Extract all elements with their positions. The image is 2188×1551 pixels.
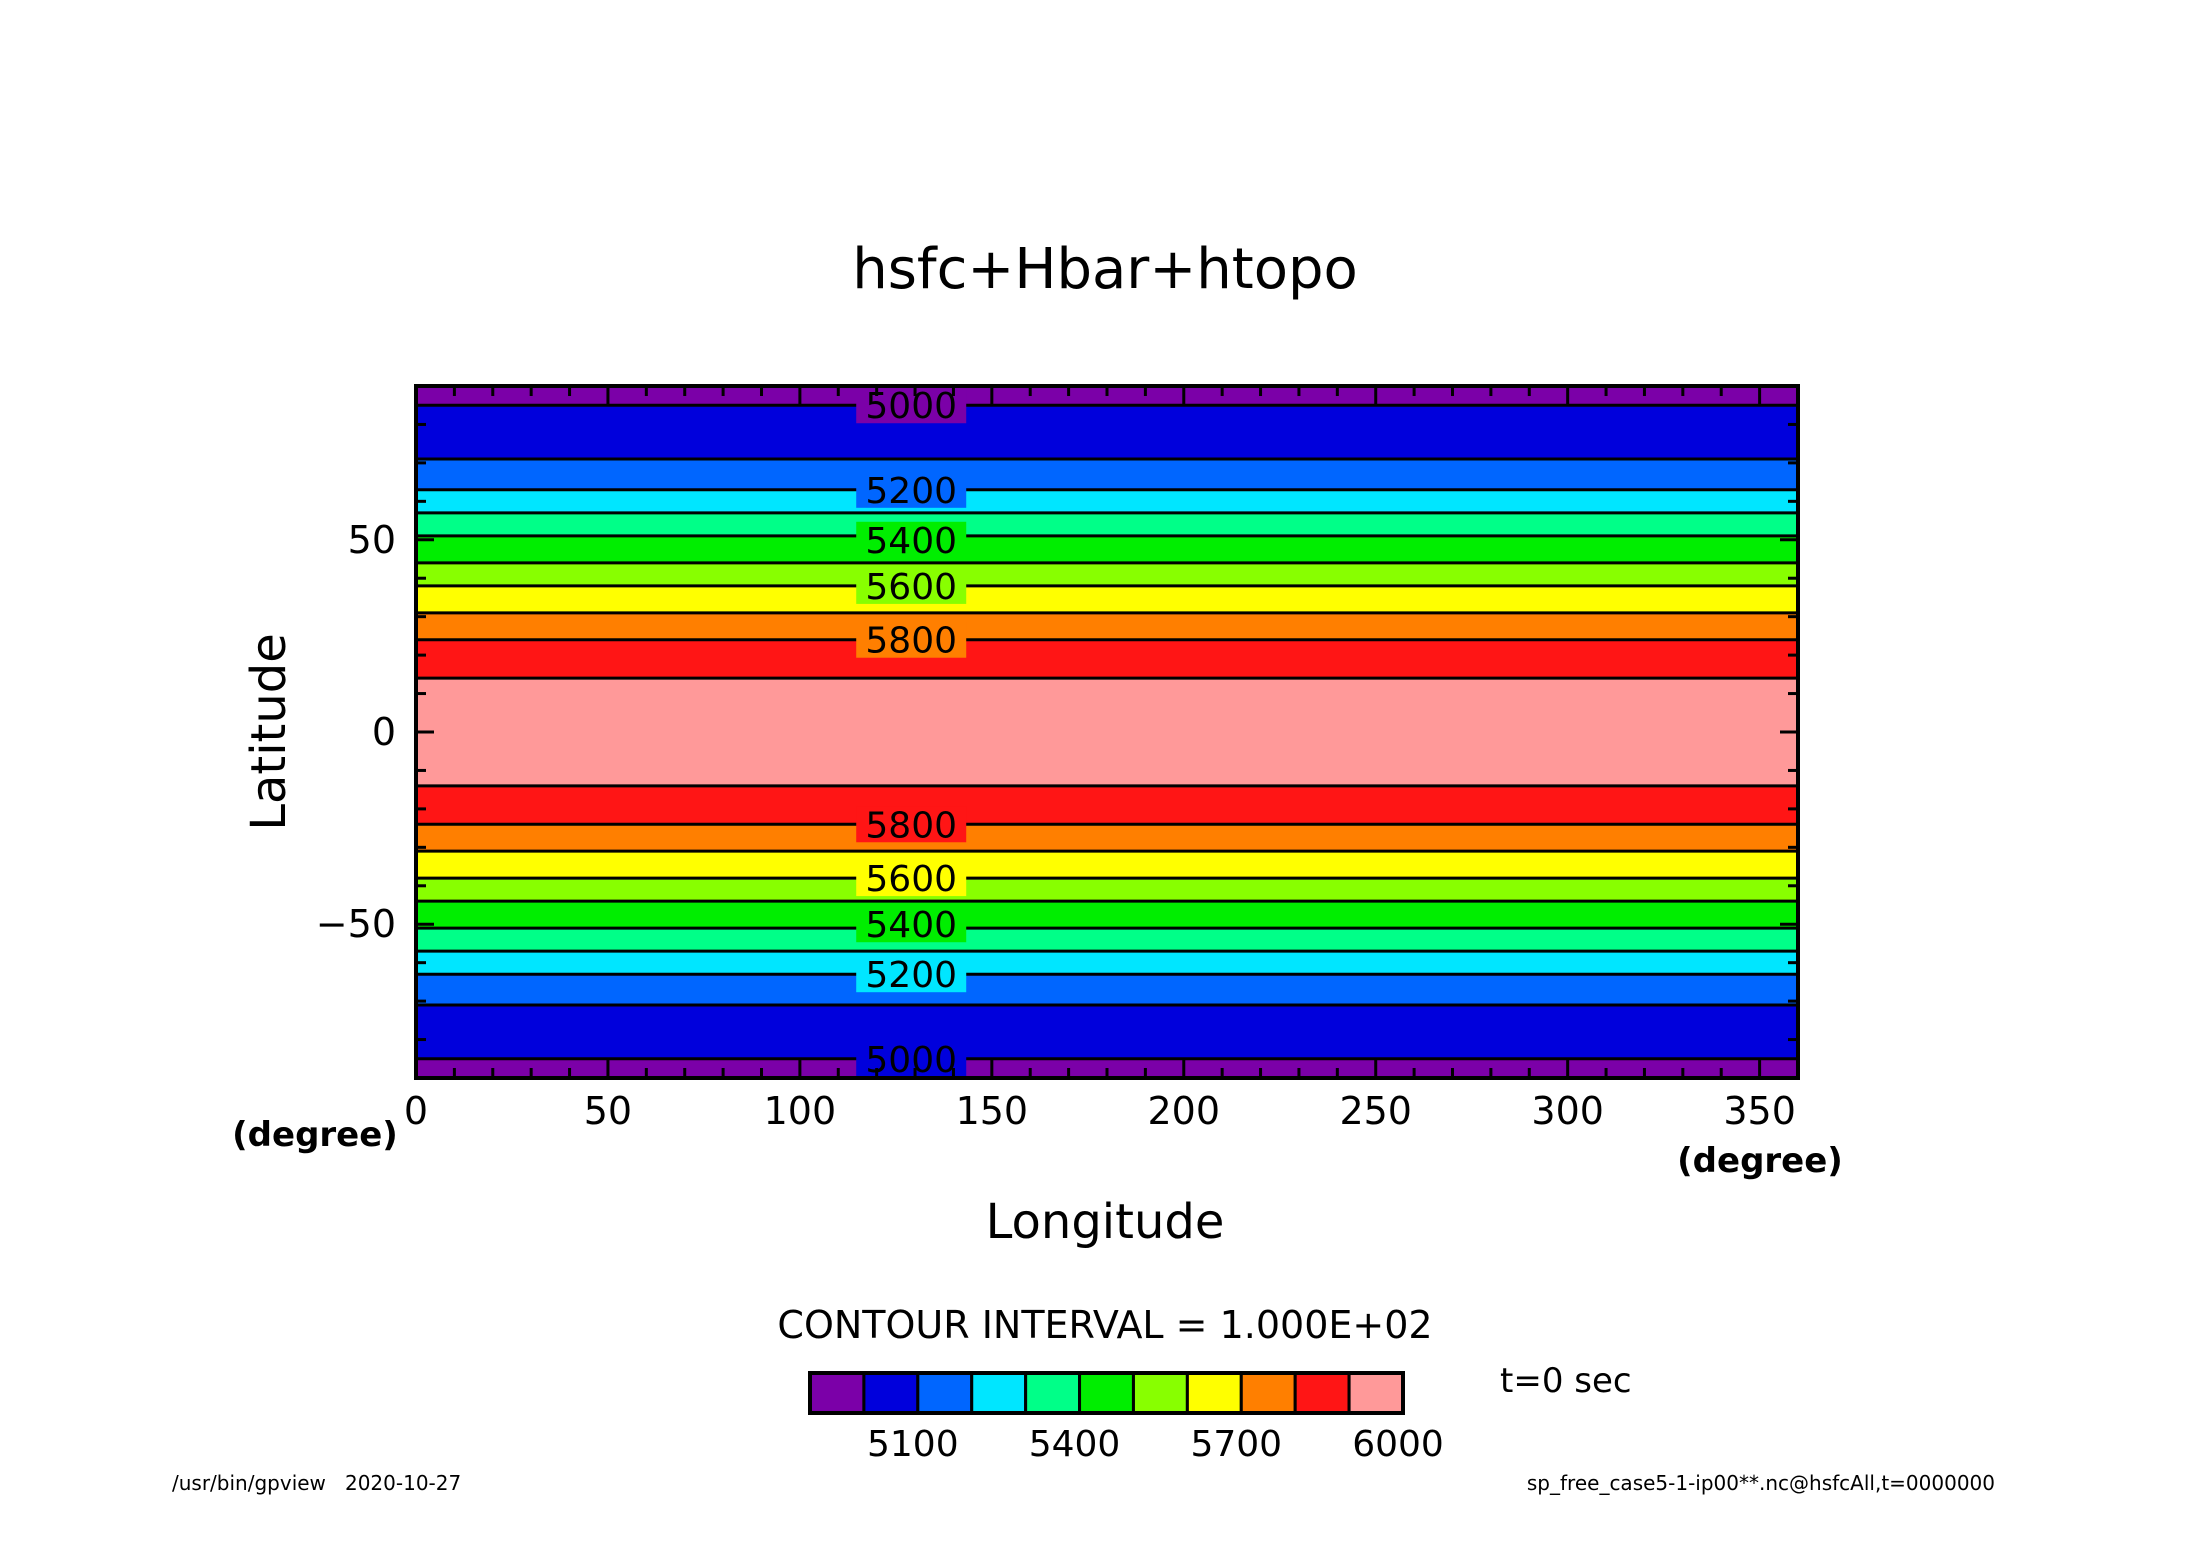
x-tick-label-1: 50 bbox=[584, 1089, 632, 1133]
x-tick-label-4: 200 bbox=[1148, 1089, 1221, 1133]
colorbar-cell-1 bbox=[862, 1371, 920, 1415]
contour-label-bg-4 bbox=[856, 621, 967, 658]
chart-title: hsfc+Hbar+htopo bbox=[852, 237, 1358, 302]
colorbar-cell-7 bbox=[1185, 1371, 1243, 1415]
contour-label-bg-0 bbox=[856, 387, 967, 424]
colorbar-tick-label-1: 5400 bbox=[1029, 1424, 1121, 1465]
x-tick-label-0: 0 bbox=[404, 1089, 428, 1133]
contour-label-1: 5200 bbox=[865, 471, 957, 512]
y-tick-label-0: 50 bbox=[348, 518, 396, 562]
colorbar-cell-6 bbox=[1131, 1371, 1189, 1415]
x-axis-title: Longitude bbox=[986, 1194, 1225, 1250]
contour-label-9: 5000 bbox=[865, 1040, 957, 1081]
band-3 bbox=[416, 489, 1798, 513]
band-4 bbox=[416, 512, 1798, 536]
contour-label-3: 5600 bbox=[865, 567, 957, 608]
x-tick-label-3: 150 bbox=[956, 1089, 1029, 1133]
band-2 bbox=[416, 459, 1798, 490]
x-tick-label-2: 100 bbox=[764, 1089, 837, 1133]
contour-label-8: 5200 bbox=[865, 955, 957, 996]
time-label: t=0 sec bbox=[1500, 1361, 1632, 1401]
colorbar-cell-0 bbox=[808, 1371, 866, 1415]
colorbar-tick-label-2: 5700 bbox=[1190, 1424, 1282, 1465]
footer-left: /usr/bin/gpview 2020-10-27 bbox=[172, 1471, 461, 1495]
colorbar: 5100 5400 5700 6000 bbox=[808, 1371, 1444, 1465]
band-1 bbox=[416, 405, 1798, 460]
y-tick-label-1: 0 bbox=[372, 710, 396, 754]
colorbar-cell-3 bbox=[970, 1371, 1028, 1415]
contour-label-bg-9 bbox=[856, 1040, 967, 1077]
band-9 bbox=[416, 639, 1798, 679]
y-axis-unit: (degree) bbox=[232, 1115, 398, 1155]
band-8 bbox=[416, 612, 1798, 640]
colorbar-cell-2 bbox=[916, 1371, 974, 1415]
band-19 bbox=[416, 1004, 1798, 1059]
colorbar-tick-label-0: 5100 bbox=[867, 1424, 959, 1465]
colorbar-cell-10 bbox=[1347, 1371, 1405, 1415]
contour-label-2: 5400 bbox=[865, 521, 957, 562]
band-15 bbox=[416, 901, 1798, 929]
contour-label-4: 5800 bbox=[865, 621, 957, 662]
band-12 bbox=[416, 824, 1798, 852]
band-14 bbox=[416, 878, 1798, 902]
contour-label-bg-8 bbox=[856, 956, 967, 993]
contour-label-bg-6 bbox=[856, 860, 967, 897]
contour-label-0: 5000 bbox=[865, 386, 957, 427]
band-13 bbox=[416, 851, 1798, 879]
y-axis-title: Latitude bbox=[241, 633, 297, 831]
contour-label-7: 5400 bbox=[865, 905, 957, 946]
contour-label-bg-2 bbox=[856, 521, 967, 558]
x-tick-label-7: 350 bbox=[1723, 1089, 1796, 1133]
colorbar-cell-4 bbox=[1024, 1371, 1082, 1415]
contour-label-bg-5 bbox=[856, 806, 967, 843]
colorbar-tick-label-3: 6000 bbox=[1352, 1424, 1444, 1465]
band-16 bbox=[416, 928, 1798, 952]
band-17 bbox=[416, 951, 1798, 975]
colorbar-cell-9 bbox=[1293, 1371, 1351, 1415]
band-11 bbox=[416, 785, 1798, 825]
band-10 bbox=[416, 678, 1798, 786]
contour-label-5: 5800 bbox=[865, 805, 957, 846]
band-5 bbox=[416, 535, 1798, 563]
band-18 bbox=[416, 974, 1798, 1005]
colorbar-cell-5 bbox=[1078, 1371, 1135, 1415]
contour-label-bg-3 bbox=[856, 567, 967, 604]
footer-right: sp_free_case5-1-ip00**.nc@hsfcAll,t=0000… bbox=[1527, 1471, 1995, 1495]
x-tick-label-5: 250 bbox=[1339, 1089, 1412, 1133]
plot-area: 5000520054005600580058005600540052005000… bbox=[316, 384, 1800, 1133]
x-axis-unit: (degree) bbox=[1677, 1141, 1843, 1181]
contour-label-bg-1 bbox=[856, 471, 967, 508]
x-tick-label-6: 300 bbox=[1531, 1089, 1604, 1133]
colorbar-frame bbox=[808, 1371, 1405, 1415]
contour-label-6: 5600 bbox=[865, 859, 957, 900]
contour-interval-label: CONTOUR INTERVAL = 1.000E+02 bbox=[777, 1303, 1432, 1347]
contour-label-bg-7 bbox=[856, 906, 967, 943]
colorbar-cell-8 bbox=[1239, 1371, 1297, 1415]
y-tick-label-2: −50 bbox=[316, 902, 396, 946]
band-7 bbox=[416, 585, 1798, 613]
band-6 bbox=[416, 562, 1798, 586]
